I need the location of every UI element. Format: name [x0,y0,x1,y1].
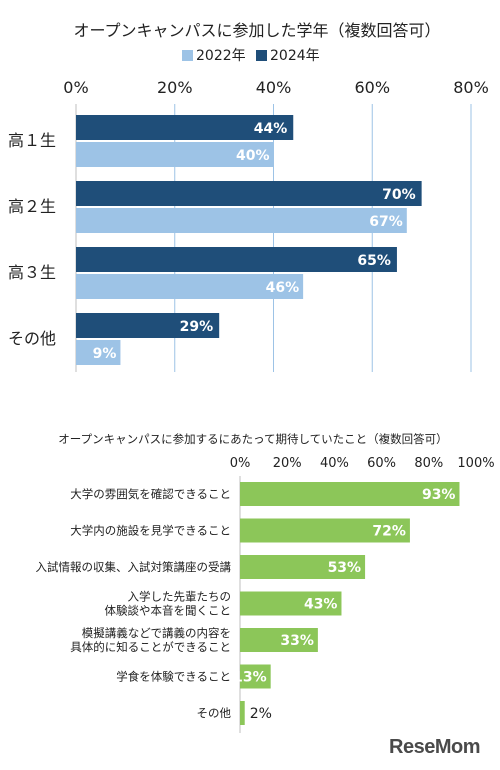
bar-2024-label: 70% [382,187,416,203]
bar-2024 [76,247,397,272]
chart2-category-label: 入学した先輩たちの [128,590,232,604]
bar-2022 [76,274,304,299]
bar-2022-label: 67% [369,214,403,230]
chart1-tick-label: 0% [63,78,88,97]
chart2-bar [240,701,245,725]
chart2-category-label: 具体的に知ることができること [70,640,231,654]
chart2-bar [240,482,460,506]
chart2-bar-label: 43% [304,597,338,613]
chart1-category-label: 高２生 [8,197,56,216]
chart2-bar [240,555,366,579]
legend-label-2024: 2024年 [270,48,320,64]
chart2-title: オープンキャンパスに参加するにあたって期待していたこと（複数回答可） [58,432,447,446]
chart2-category-label: 学食を体験できること [116,670,231,684]
chart2-tick-label: 0% [230,456,251,471]
chart2-bar [240,664,271,689]
chart2-bar [240,591,342,616]
chart2-tick-label: 20% [273,456,302,471]
chart2-tick-label: 80% [414,456,443,471]
chart1-tick-label: 60% [354,78,390,97]
bar-2024-label: 65% [357,253,391,269]
bar-2024-label: 44% [254,121,288,137]
chart2-bar [240,518,410,543]
chart2-category-label: 大学の雰囲気を確認できること [70,487,231,501]
bar-2022 [76,340,121,365]
chart1-category-label: 高３生 [8,263,56,282]
chart1-category-label: 高１生 [8,131,56,150]
chart1-category-label: その他 [8,329,56,348]
chart2-bar-label: 72% [372,524,406,540]
chart2-bar [240,628,318,652]
bar-2022-label: 9% [93,346,117,362]
bar-2024 [76,115,294,140]
bar-2024 [76,181,422,206]
chart2-category-label: 大学内の施設を見学できること [70,524,231,538]
legend-swatch-2022 [182,50,193,61]
chart2-bar-label: 93% [422,487,456,503]
bar-2022-label: 46% [266,280,300,296]
bar-2024 [76,313,220,338]
chart2-bar-label: 53% [328,560,362,576]
chart1-tick-label: 80% [453,78,489,97]
chart1-title: オープンキャンパスに参加した学年（複数回答可） [73,21,440,40]
legend-label-2022: 2022年 [196,48,246,64]
legend-swatch-2024 [256,50,267,61]
bar-2022 [76,142,274,167]
chart2-tick-label: 60% [367,456,396,471]
chart1-tick-label: 20% [157,78,193,97]
chart2-bar-label: 33% [280,633,314,649]
resemom-logo: ReseMom [389,736,480,758]
chart1-tick-label: 40% [256,78,292,97]
bar-2022-label: 40% [236,148,270,164]
bar-2024-label: 29% [180,319,214,335]
chart2-category-label: 体験談や本音を聞くこと [105,604,232,618]
chart2-category-label: その他 [197,706,232,720]
bar-2022 [76,208,407,233]
chart2-category-label: 模擬講義などで講義の内容を [82,626,231,640]
chart2-category-label: 入試情報の収集、入試対策講座の受講 [36,560,232,574]
chart2-tick-label: 100% [457,456,494,471]
chart2-bar-label: 2% [250,706,272,722]
chart2-bar-label: 13% [233,670,267,686]
chart2-tick-label: 40% [320,456,349,471]
